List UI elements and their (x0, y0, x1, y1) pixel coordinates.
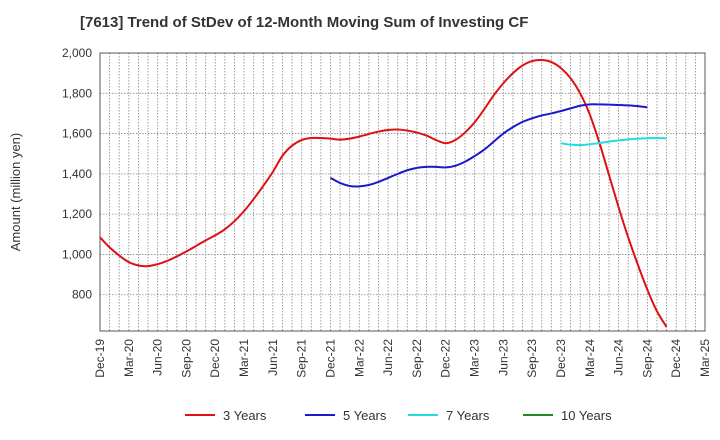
x-tick-label: Jun-22 (381, 339, 395, 376)
x-tick-label: Dec-22 (439, 339, 453, 378)
y-tick-label: 1,200 (62, 207, 92, 221)
series-line-5-years (330, 103, 648, 188)
x-tick-label: Sep-20 (179, 339, 193, 378)
y-tick-label: 1,800 (62, 86, 92, 100)
plot-border (99, 52, 706, 332)
x-tick-label: Jun-21 (266, 339, 280, 376)
x-tick-label: Sep-23 (525, 339, 539, 378)
x-tick-label: Dec-21 (323, 339, 337, 378)
legend-label: 5 Years (343, 408, 387, 423)
x-tick-label: Mar-22 (352, 339, 366, 377)
x-tick-label: Jun-23 (496, 339, 510, 376)
y-tick-label: 2,000 (62, 46, 92, 60)
plot-area (100, 53, 705, 331)
x-tick-label: Sep-24 (640, 339, 654, 378)
legend-label: 3 Years (223, 408, 267, 423)
y-axis-label: Amount (million yen) (8, 133, 23, 252)
x-tick-label: Mar-25 (698, 339, 712, 377)
x-tick-label: Sep-21 (295, 339, 309, 378)
x-tick-label: Jun-20 (151, 339, 165, 376)
x-tick-label: Sep-22 (410, 339, 424, 378)
x-tick-label: Mar-20 (122, 339, 136, 377)
series-line-7-years (560, 137, 667, 147)
x-tick-label: Jun-24 (612, 339, 626, 376)
legend-label: 7 Years (446, 408, 490, 423)
y-tick-label: 1,400 (62, 167, 92, 181)
series-line-3-years (99, 59, 668, 328)
legend-label: 10 Years (561, 408, 612, 423)
x-tick-label: Mar-23 (468, 339, 482, 377)
x-tick-label: Mar-21 (237, 339, 251, 377)
y-tick-label: 1,000 (62, 247, 92, 261)
x-tick-label: Dec-19 (93, 339, 107, 378)
y-tick-label: 1,600 (62, 127, 92, 141)
y-tick-label: 800 (72, 288, 92, 302)
x-tick-label: Dec-24 (669, 339, 683, 378)
x-tick-label: Dec-23 (554, 339, 568, 378)
x-tick-label: Mar-24 (583, 339, 597, 377)
x-tick-label: Dec-20 (208, 339, 222, 378)
chart-title: [7613] Trend of StDev of 12-Month Moving… (80, 14, 529, 31)
